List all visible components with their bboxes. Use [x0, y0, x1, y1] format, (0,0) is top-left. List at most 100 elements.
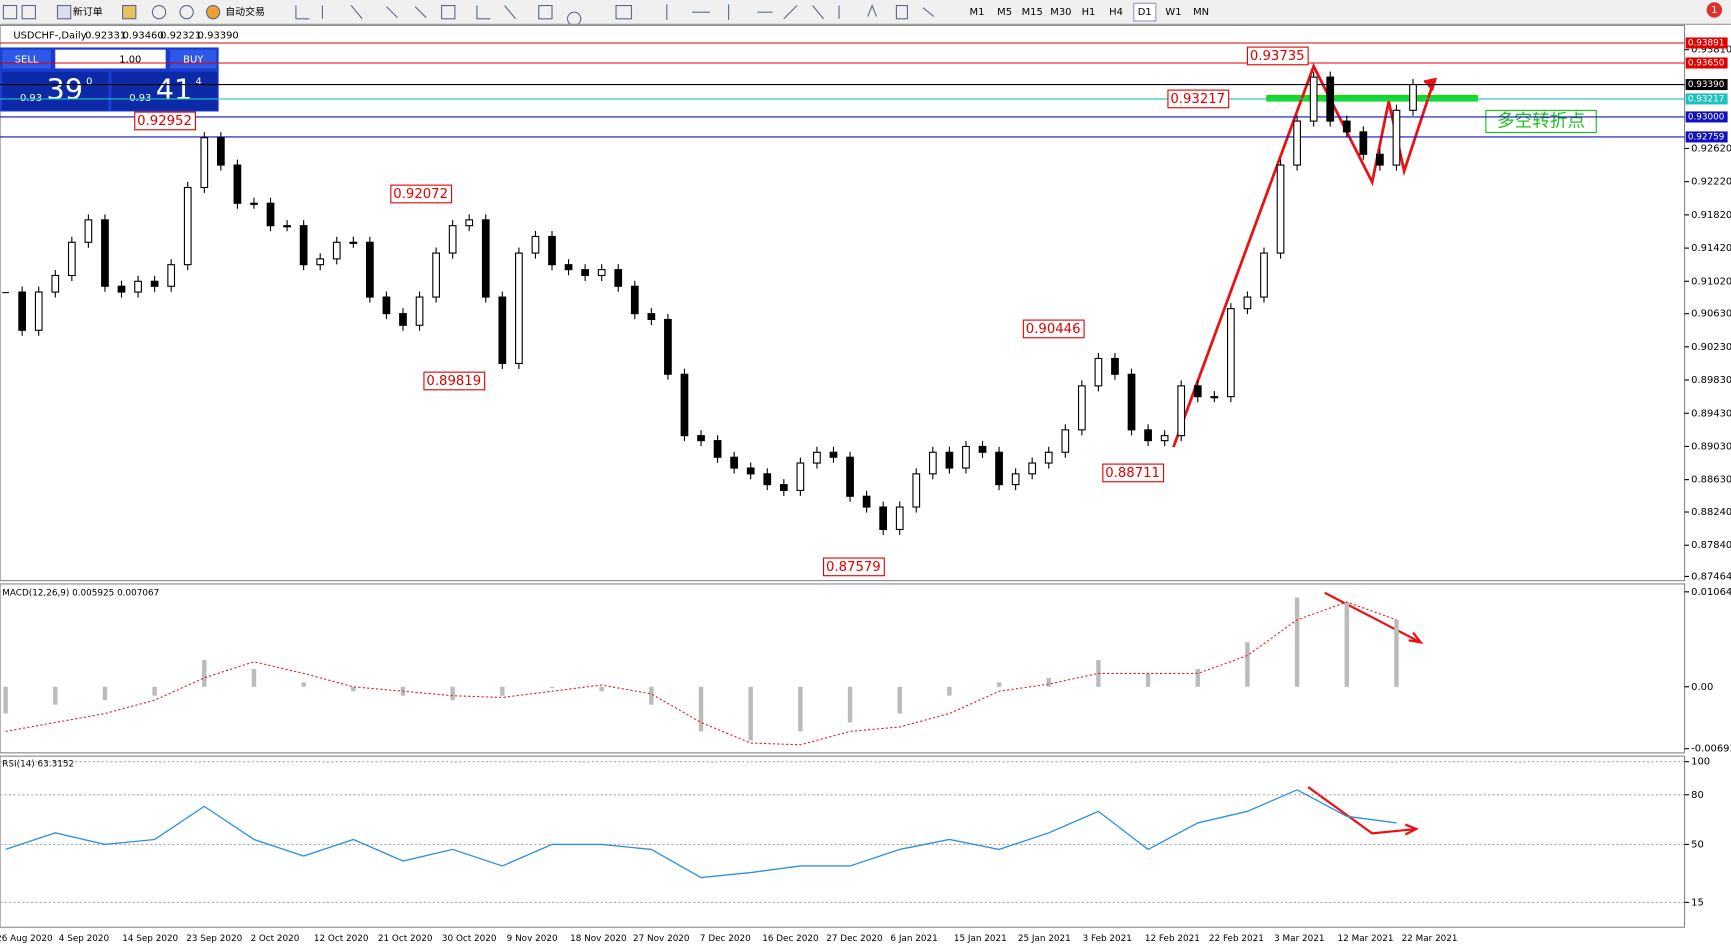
note-box: [1485, 109, 1597, 134]
histogram-bar: [102, 686, 108, 701]
y-tick-label: 50: [1691, 839, 1704, 850]
candle: [912, 473, 921, 508]
candle: [928, 451, 937, 475]
timeframe-button[interactable]: MN: [1193, 7, 1209, 18]
candle: [664, 318, 672, 375]
candle: [829, 451, 838, 458]
candle: [101, 219, 109, 287]
annotation-box: [390, 184, 453, 204]
symbol: USDCHF-,Daily: [13, 30, 86, 41]
histogram-bar: [1145, 673, 1151, 687]
ask-box[interactable]: [111, 71, 218, 111]
candle: [1011, 473, 1020, 486]
candle: [233, 164, 242, 204]
candle: [1276, 164, 1285, 254]
histogram-bar: [202, 660, 207, 687]
bid-box[interactable]: [2, 71, 109, 111]
candle: [945, 451, 954, 469]
signal-line: [5, 601, 1397, 746]
timeframe-active: [1133, 2, 1157, 22]
x-tick-label: 9 Nov 2020: [507, 934, 558, 944]
candle: [332, 241, 341, 260]
timeframe-button[interactable]: M1: [970, 7, 985, 18]
x-tick-label: 18 Nov 2020: [570, 934, 627, 944]
level-tag: [1685, 57, 1728, 69]
annotation: 0.88711: [1105, 466, 1160, 481]
histogram-bar: [1046, 677, 1051, 687]
notification-badge[interactable]: [1706, 2, 1723, 18]
candle: [366, 241, 374, 298]
level-label: 0.93650: [1688, 58, 1725, 68]
candle: [18, 291, 27, 331]
candle: [763, 473, 772, 486]
histogram-bar: [897, 686, 902, 714]
notification-count: 1: [1711, 5, 1717, 16]
candle: [1359, 131, 1368, 155]
candle: [34, 291, 43, 331]
candle: [415, 296, 424, 326]
timeframe-button[interactable]: W1: [1165, 7, 1181, 18]
buy-label: BUY: [183, 55, 204, 66]
annotation: 0.93735: [1250, 49, 1305, 64]
annotation-box: [1167, 89, 1230, 109]
ohlc-close: 0.93390: [198, 30, 239, 41]
annotation-box: [134, 111, 197, 131]
x-tick-label: 30 Oct 2020: [442, 934, 497, 944]
histogram-bar: [1294, 597, 1300, 687]
auto-trading-button[interactable]: 自动交易: [225, 5, 265, 18]
candle: [995, 451, 1003, 486]
level-label: 0.93000: [1688, 112, 1725, 122]
candle: [432, 252, 440, 298]
timeframe-button[interactable]: M30: [1050, 7, 1071, 18]
histogram-bar: [1195, 668, 1200, 687]
level-label: 0.92759: [1688, 132, 1725, 142]
trade-panel: SELL 1.00 BUY 0.93 39 0 0.93 41 4: [0, 47, 219, 112]
candle: [183, 186, 192, 266]
candle: [465, 219, 474, 227]
x-tick-label: 3 Mar 2021: [1274, 934, 1324, 944]
histogram-bar: [500, 686, 505, 696]
y-tick-label: 0.87464: [1691, 571, 1731, 582]
candle: [1210, 396, 1219, 399]
new-order-button[interactable]: 新订单: [73, 5, 103, 18]
timeframe-button[interactable]: M5: [997, 7, 1012, 18]
histogram-bar: [301, 682, 306, 687]
candle: [730, 456, 739, 469]
sell-label: SELL: [15, 55, 39, 66]
histogram-bar: [251, 668, 257, 687]
timeframe-button[interactable]: D1: [1138, 7, 1152, 18]
timeframe-button[interactable]: M15: [1022, 7, 1043, 18]
y-tick-label: 0.91020: [1691, 276, 1731, 287]
candle: [862, 495, 871, 508]
candle: [1392, 109, 1401, 166]
candle: [614, 269, 623, 287]
x-tick-label: 27 Nov 2020: [633, 934, 690, 944]
x-tick-label: 16 Dec 2020: [762, 934, 819, 944]
lot-field[interactable]: [55, 49, 166, 69]
x-tick-label: 22 Feb 2021: [1209, 934, 1264, 944]
timeframe-button[interactable]: H4: [1109, 7, 1123, 18]
x-tick-label: 4 Sep 2020: [59, 934, 110, 944]
candle: [134, 280, 142, 293]
candle: [250, 202, 258, 205]
x-tick-label: 25 Jan 2021: [1018, 934, 1071, 944]
histogram-bar: [798, 686, 803, 732]
sell-button[interactable]: [2, 49, 51, 69]
candle: [1293, 120, 1301, 166]
y-tick-label: 0.89830: [1691, 375, 1731, 386]
level-tag: [1685, 131, 1728, 143]
candle: [283, 225, 291, 228]
y-tick-label: 0.88240: [1691, 507, 1731, 518]
histogram-bar: [53, 686, 58, 705]
timeframe-button[interactable]: H1: [1082, 7, 1096, 18]
buy-button[interactable]: [170, 49, 217, 69]
price-panel: [0, 24, 1686, 582]
indicator-title: MACD(12,26,9) 0.005925 0.007067: [2, 588, 159, 598]
candle: [581, 269, 589, 277]
candle: [697, 435, 705, 442]
candle: [630, 285, 639, 315]
y-tick-label: 0.88630: [1691, 475, 1731, 486]
candle: [448, 225, 457, 254]
toolbar: [0, 0, 1731, 25]
x-tick-label: 14 Sep 2020: [122, 934, 178, 944]
